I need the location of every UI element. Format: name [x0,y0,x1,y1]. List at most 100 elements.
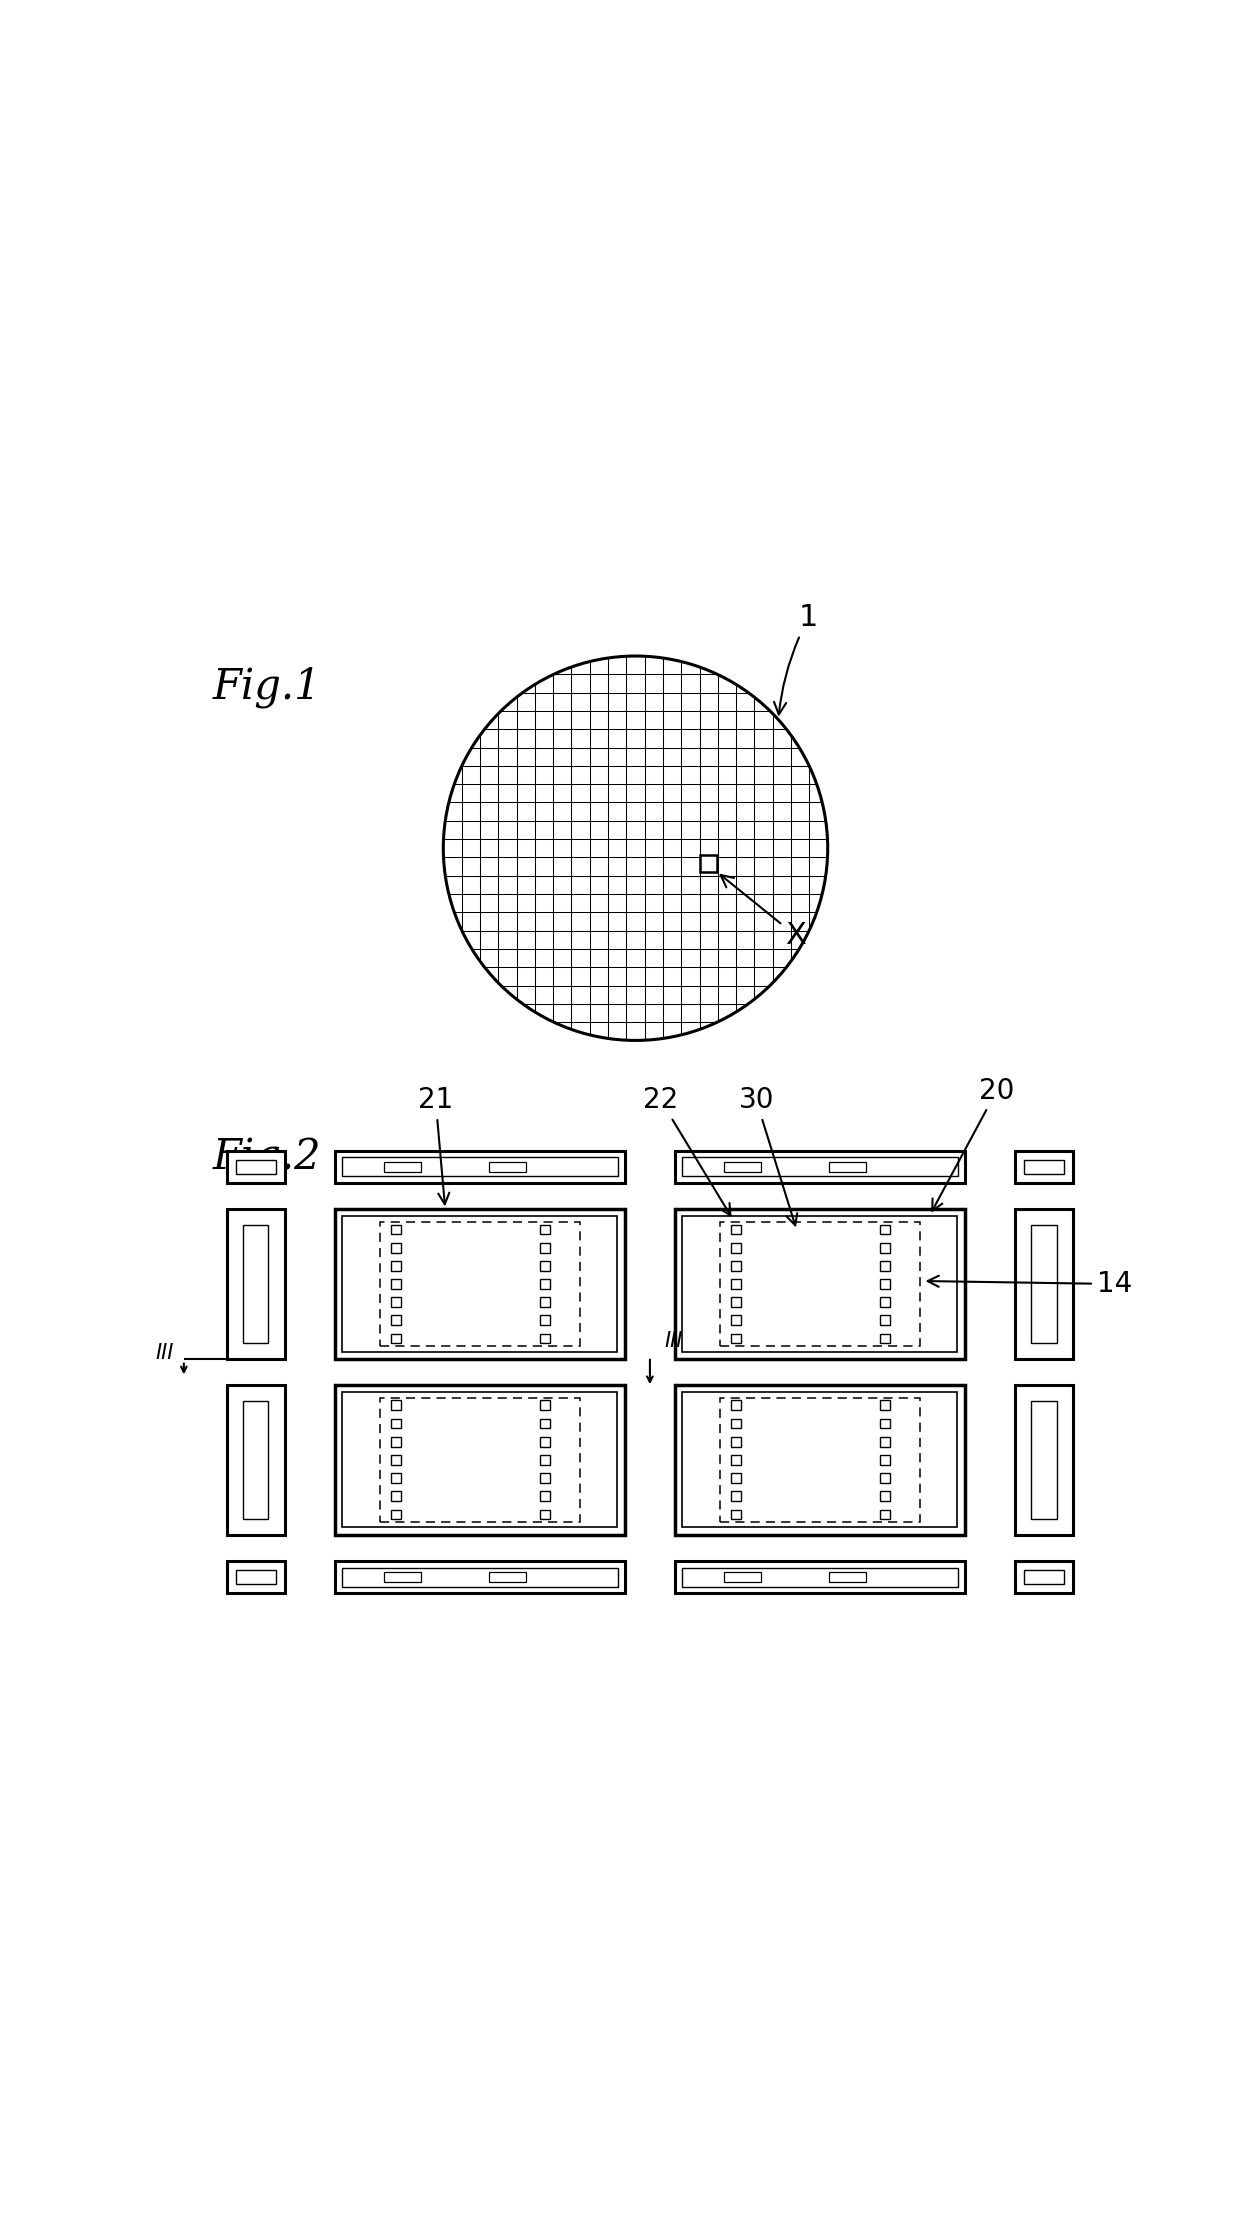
Bar [879,1280,889,1289]
Bar [539,1491,549,1502]
Bar [732,1298,742,1307]
Bar [489,1162,527,1173]
Bar [236,1160,275,1173]
Bar [391,1260,401,1271]
Bar [489,1571,527,1582]
Bar [391,1333,401,1344]
Bar [676,1562,965,1593]
Bar [732,1473,742,1482]
Bar [539,1224,549,1235]
Bar [391,1224,401,1235]
Bar [879,1491,889,1502]
Bar [1024,1571,1064,1584]
Bar [243,1224,269,1342]
Bar [539,1242,549,1253]
Bar [682,1158,959,1175]
Bar [732,1260,742,1271]
Text: 14: 14 [928,1271,1132,1298]
Bar [227,1384,285,1535]
Bar [732,1418,742,1429]
Bar [342,1158,619,1175]
Bar [701,855,717,871]
Bar [1024,1160,1064,1173]
Bar [1016,1151,1073,1182]
Bar [732,1455,742,1464]
Bar [539,1455,549,1464]
Text: III: III [665,1331,683,1351]
Bar [724,1162,761,1173]
Bar [879,1455,889,1464]
Bar [381,1398,580,1522]
Bar [391,1400,401,1411]
Bar [391,1438,401,1447]
Bar [243,1402,269,1518]
Bar [732,1333,742,1344]
Bar [391,1418,401,1429]
Text: 30: 30 [739,1087,797,1224]
Bar [539,1260,549,1271]
Bar [1032,1402,1056,1518]
Bar [391,1473,401,1482]
Bar [1032,1224,1056,1342]
Bar [676,1209,965,1358]
Bar [732,1491,742,1502]
Bar [391,1298,401,1307]
Bar [383,1162,422,1173]
Bar [539,1418,549,1429]
Bar [391,1315,401,1324]
Bar [539,1509,549,1520]
Bar [539,1473,549,1482]
Bar [391,1242,401,1253]
Text: 20: 20 [932,1078,1014,1211]
Bar [335,1562,625,1593]
Bar [676,1384,965,1535]
Bar [539,1280,549,1289]
Bar [732,1400,742,1411]
Bar [732,1315,742,1324]
Bar [335,1384,625,1535]
Bar [539,1400,549,1411]
Bar [383,1571,422,1582]
Bar [1016,1384,1073,1535]
Bar [879,1438,889,1447]
Bar [342,1567,619,1587]
Bar [342,1215,618,1351]
Bar [879,1400,889,1411]
Text: III: III [156,1342,174,1362]
Bar [828,1571,867,1582]
Bar [1016,1562,1073,1593]
Bar [539,1333,549,1344]
Bar [227,1151,285,1182]
Bar [879,1224,889,1235]
Bar [879,1260,889,1271]
Bar [879,1418,889,1429]
Bar [720,1222,920,1347]
Bar [539,1298,549,1307]
Bar [391,1491,401,1502]
Bar [391,1280,401,1289]
Bar [732,1242,742,1253]
Text: Fig.1: Fig.1 [213,667,321,707]
Bar [682,1215,957,1351]
Bar [539,1438,549,1447]
Text: X: X [720,875,806,951]
Bar [236,1571,275,1584]
Bar [732,1280,742,1289]
Bar [879,1509,889,1520]
Bar [879,1473,889,1482]
Bar [732,1509,742,1520]
Bar [342,1393,618,1527]
Bar [676,1151,965,1182]
Bar [335,1209,625,1358]
Circle shape [444,655,828,1040]
Text: Fig.2: Fig.2 [213,1135,321,1178]
Bar [391,1509,401,1520]
Text: 22: 22 [644,1087,730,1215]
Text: 1: 1 [774,602,818,715]
Bar [732,1224,742,1235]
Bar [879,1333,889,1344]
Bar [227,1209,285,1358]
Bar [381,1222,580,1347]
Bar [732,1438,742,1447]
Bar [879,1298,889,1307]
